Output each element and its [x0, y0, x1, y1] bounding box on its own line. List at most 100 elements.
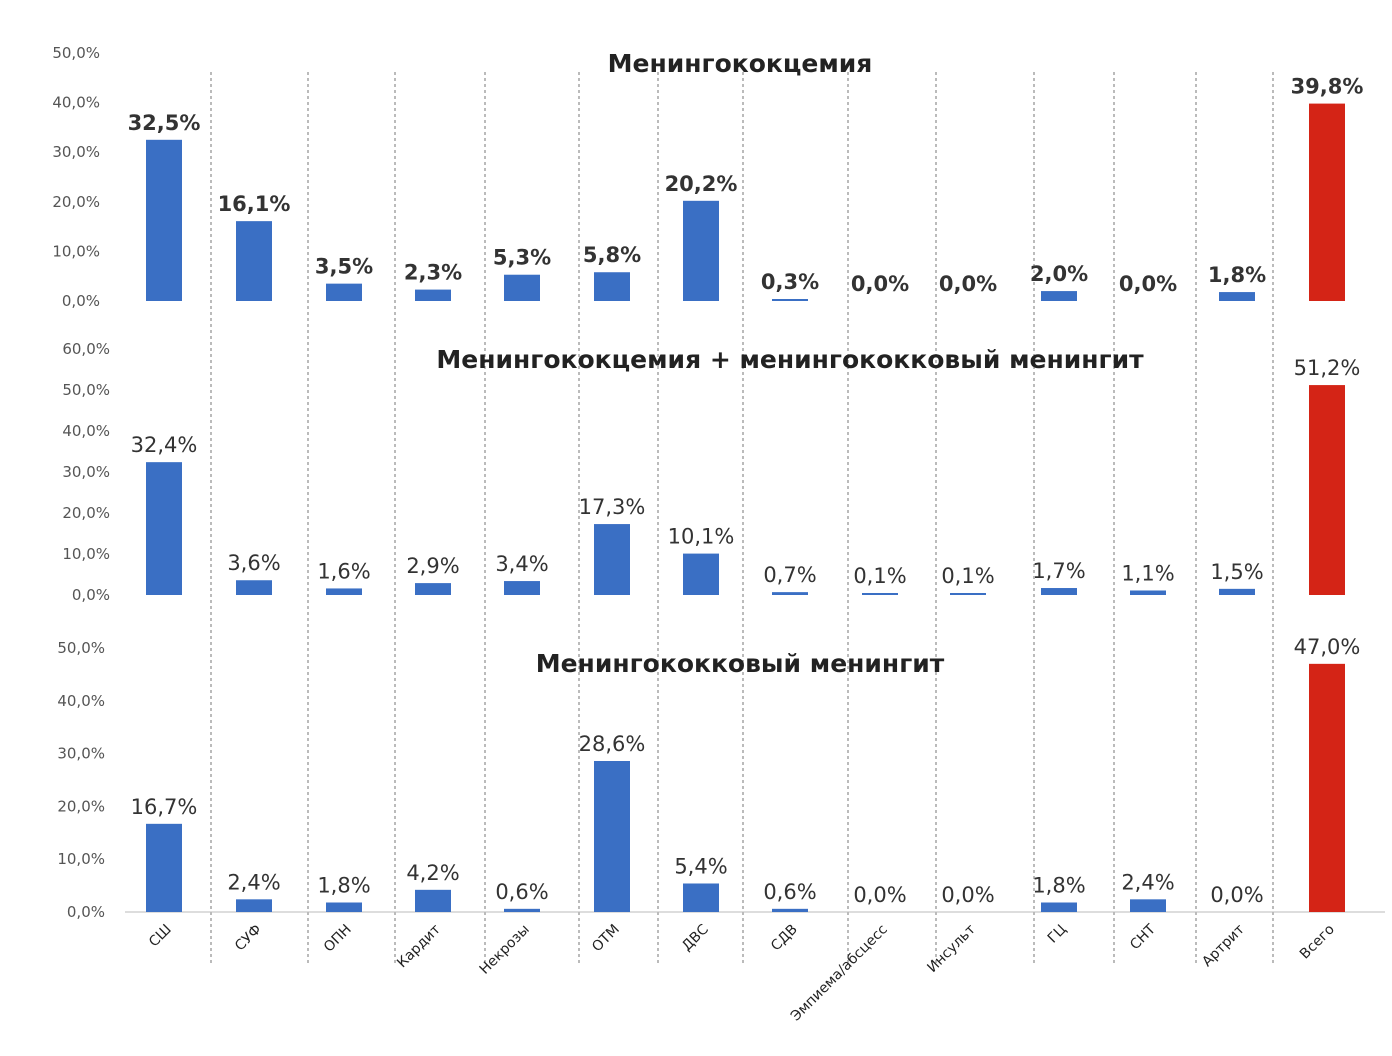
y-tick-label: 20,0% — [62, 504, 110, 522]
bar-value-label: 2,9% — [406, 554, 459, 578]
bar-category-13 — [1219, 292, 1255, 301]
bar-category-4 — [415, 289, 451, 301]
bar-value-label: 28,6% — [579, 732, 646, 756]
bar-value-label: 1,7% — [1032, 559, 1085, 583]
y-tick-label: 20,0% — [57, 797, 105, 815]
x-category-label: ГЦ — [1045, 921, 1070, 946]
bar-category-11 — [1041, 902, 1077, 912]
bar-category-6 — [594, 524, 630, 595]
bar-value-label: 0,7% — [763, 563, 816, 587]
y-tick-label: 30,0% — [57, 745, 105, 763]
panel-2: Менингококцемия + менингококковый менинг… — [62, 340, 1360, 604]
bar-value-label: 1,8% — [317, 873, 370, 897]
bar-category-3 — [326, 902, 362, 912]
bar-category-1 — [146, 462, 182, 595]
bar-category-11 — [1041, 291, 1077, 301]
y-tick-label: 50,0% — [52, 44, 100, 62]
x-category-label: ДВС — [679, 921, 712, 954]
bar-value-label: 3,4% — [495, 552, 548, 576]
bar-category-11 — [1041, 588, 1077, 595]
bar-value-label: 1,5% — [1210, 560, 1263, 584]
x-category-label: СУФ — [232, 922, 265, 955]
bar-value-label: 16,1% — [218, 192, 291, 216]
bar-category-7 — [683, 883, 719, 912]
bar-value-label: 0,0% — [1119, 272, 1177, 296]
bar-value-label: 39,8% — [1291, 75, 1364, 99]
bar-value-label: 0,0% — [939, 272, 997, 296]
bar-category-8 — [772, 299, 808, 301]
bar-value-label: 1,8% — [1032, 873, 1085, 897]
bar-value-label: 16,7% — [131, 795, 198, 819]
bar-category-2 — [236, 580, 272, 595]
x-axis-categories: СШ СУФ ОПН Кардит Некрозы ОТМ ДВС СДВЭмпиема/аб… — [146, 921, 1338, 1024]
chart-panels: Менингококцемия 0,0% 10,0% 20,0% 30,0% 40,0% 5… — [52, 44, 1385, 921]
bar-value-label: 3,5% — [315, 255, 373, 279]
x-category-label: Всего — [1297, 922, 1338, 963]
bar-value-label: 2,4% — [1121, 870, 1174, 894]
bar-category-2 — [236, 899, 272, 912]
bar-category-4 — [415, 583, 451, 595]
bar-value-label: 51,2% — [1294, 356, 1361, 380]
bar-category-8 — [772, 908, 808, 912]
y-tick-label: 30,0% — [62, 463, 110, 481]
bar-category-5 — [504, 908, 540, 912]
bar-category-3 — [326, 283, 362, 301]
panel-1: Менингококцемия 0,0% 10,0% 20,0% 30,0% 40,0% 5… — [52, 44, 1363, 310]
x-category-label: ОТМ — [589, 922, 623, 956]
bar-category-13 — [1219, 588, 1255, 595]
bar-total — [1309, 103, 1345, 301]
bar-value-label: 0,0% — [1210, 883, 1263, 907]
y-tick-label: 50,0% — [57, 639, 105, 657]
bar-value-label: 1,1% — [1121, 561, 1174, 585]
bar-value-label: 2,4% — [227, 870, 280, 894]
bar-value-label: 0,1% — [853, 564, 906, 588]
bar-value-label: 5,3% — [493, 246, 551, 270]
column-separators — [210, 72, 1274, 965]
x-category-label: Кардит — [394, 922, 444, 972]
y-tick-label: 40,0% — [52, 94, 100, 112]
y-tick-label: 50,0% — [62, 381, 110, 399]
bar-value-label: 0,0% — [941, 883, 994, 907]
y-tick-label: 0,0% — [67, 903, 105, 921]
panel-3: Менингококковый менингит 0,0% 10,0% 20,0% 30… — [57, 635, 1385, 921]
bar-category-1 — [146, 823, 182, 912]
bar-category-5 — [504, 274, 540, 301]
panel-title: Менингококцемия + менингококковый менинг… — [436, 345, 1144, 374]
y-tick-label: 0,0% — [72, 586, 110, 604]
bar-category-9 — [862, 593, 898, 595]
bar-total — [1309, 663, 1345, 912]
bar-category-1 — [146, 139, 182, 301]
panel-title: Менингококковый менингит — [536, 649, 945, 678]
bar-category-12 — [1130, 590, 1166, 595]
x-category-label: СНТ — [1127, 921, 1159, 953]
y-tick-label: 10,0% — [62, 545, 110, 563]
bar-total — [1309, 385, 1345, 595]
bar-value-label: 32,4% — [131, 433, 198, 457]
bar-value-label: 3,6% — [227, 551, 280, 575]
bar-value-label: 5,8% — [583, 243, 641, 267]
bar-value-label: 47,0% — [1294, 635, 1361, 659]
y-tick-label: 30,0% — [52, 143, 100, 161]
bar-category-7 — [683, 200, 719, 301]
x-category-label: СДВ — [768, 922, 801, 955]
bar-category-7 — [683, 553, 719, 595]
bar-value-label: 0,6% — [763, 880, 816, 904]
y-tick-label: 20,0% — [52, 193, 100, 211]
bar-category-3 — [326, 588, 362, 595]
x-category-label: ОПН — [321, 922, 355, 956]
y-tick-label: 40,0% — [57, 692, 105, 710]
y-tick-label: 60,0% — [62, 340, 110, 358]
bar-category-4 — [415, 889, 451, 912]
panel-title: Менингококцемия — [608, 49, 873, 78]
bar-value-label: 1,6% — [317, 559, 370, 583]
y-tick-label: 10,0% — [57, 850, 105, 868]
bar-value-label: 0,6% — [495, 880, 548, 904]
bar-value-label: 2,0% — [1030, 262, 1088, 286]
bar-category-5 — [504, 581, 540, 595]
x-category-label: Инсульт — [924, 922, 978, 976]
x-category-label: Эмпиема/абсцесс — [788, 922, 891, 1025]
bar-value-label: 0,0% — [851, 272, 909, 296]
bar-value-label: 10,1% — [668, 525, 735, 549]
bar-category-10 — [950, 593, 986, 595]
